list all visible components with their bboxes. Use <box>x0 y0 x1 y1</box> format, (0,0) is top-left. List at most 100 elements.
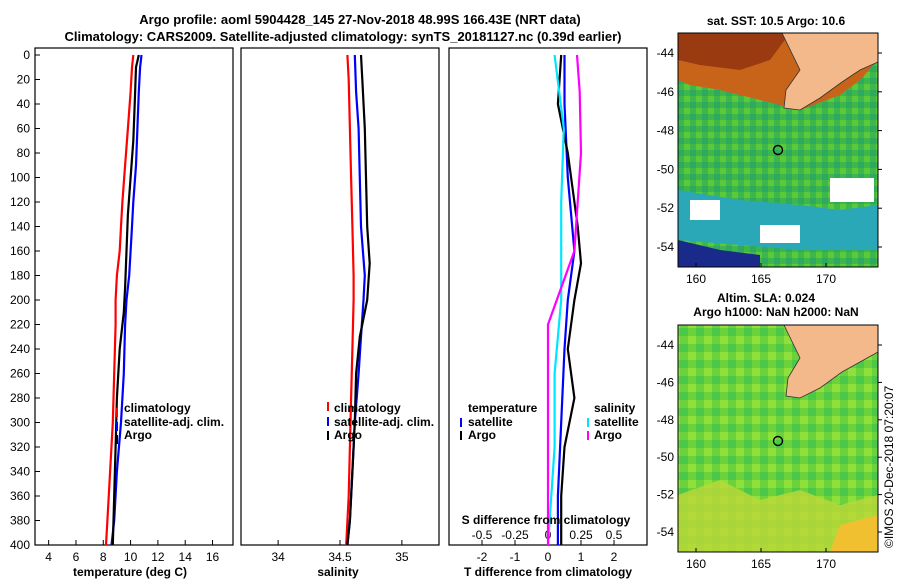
x-tick-label: 2 <box>611 550 618 564</box>
series-salinity-satellite-line <box>546 54 565 546</box>
x-tick-label: 14 <box>179 550 193 564</box>
sst-nodata-patch <box>690 200 720 220</box>
salinity-x-axis: 34 34.5 35 <box>271 540 409 564</box>
lon-tick-label: 170 <box>816 557 836 571</box>
lat-tick-label: -44 <box>657 46 675 60</box>
x-tick-label: -2 <box>477 550 488 564</box>
depth-tick-label: 280 <box>10 391 30 405</box>
depth-axis: 0 20 40 60 80 100 120 140 160 180 200 220 240 260 280 3… <box>10 48 40 552</box>
depth-tick-label: 120 <box>10 195 30 209</box>
legend-sal-satellite-label: satellite <box>594 415 639 429</box>
legend-temp-argo-label: Argo <box>468 428 496 442</box>
sst-cold-region <box>678 240 760 267</box>
x-tick-label: -1 <box>510 550 521 564</box>
depth-tick-label: 80 <box>17 146 31 160</box>
lat-tick-label: -54 <box>657 525 675 539</box>
s-diff-x-label: S difference from climatology <box>462 513 631 527</box>
salinity-legend: climatology satellite-adj. clim. Argo <box>327 401 434 442</box>
lat-tick-label: -48 <box>657 124 675 138</box>
lat-tick-label: -50 <box>657 450 675 464</box>
temperature-x-label: temperature (deg C) <box>73 565 187 579</box>
salinity-diff-legend: salinity satellite Argo <box>587 401 639 442</box>
series-satellite-adj-clim-line <box>110 54 143 546</box>
salinity-plot-frame <box>240 47 440 546</box>
depth-tick-label: 320 <box>10 440 30 454</box>
s-diff-top-axis: -0.5 -0.25 0 0.25 0.5 <box>472 528 623 542</box>
difference-series <box>546 54 583 546</box>
figure-title-line2: Climatology: CARS2009. Satellite-adjuste… <box>64 29 621 44</box>
sst-map-frame <box>677 32 879 268</box>
x-tick-label: 0 <box>545 550 552 564</box>
x-tick-label: 35 <box>395 550 409 564</box>
x-tick-label: 8 <box>100 550 107 564</box>
salinity-panel: 34 34.5 35 salinity climatology satellite-… <box>240 47 440 579</box>
lon-tick-label: 165 <box>751 557 771 571</box>
lat-tick-label: -46 <box>657 85 675 99</box>
series-climatology-line <box>104 54 135 546</box>
depth-tick-label: 380 <box>10 514 30 528</box>
depth-tick-label: 160 <box>10 244 30 258</box>
legend-temp-satellite-label: satellite <box>468 415 513 429</box>
credit-stamp: ©IMOS 20-Dec-2018 07:20:07 <box>882 385 896 548</box>
top-x-tick-label: 0.5 <box>606 528 623 542</box>
sst-map-title: sat. SST: 10.5 Argo: 10.6 <box>707 14 846 28</box>
legend-argo-label: Argo <box>124 428 152 442</box>
lon-tick-label: 165 <box>751 272 771 286</box>
legend-temperature-title: temperature <box>468 401 538 415</box>
depth-tick-label: 220 <box>10 318 30 332</box>
depth-tick-label: 180 <box>10 269 30 283</box>
sla-map: Altim. SLA: 0.024 Argo h1000: NaN h2000:… <box>657 291 882 571</box>
lat-tick-label: -52 <box>657 201 675 215</box>
x-tick-label: 34 <box>271 550 285 564</box>
sst-map-axes: -44 -46 -48 -50 -52 -54 160 165 170 <box>657 46 882 286</box>
depth-tick-label: 0 <box>23 48 30 62</box>
series-salinity-argo-line <box>546 54 583 545</box>
depth-tick-label: 60 <box>17 122 31 136</box>
x-tick-label: 34.5 <box>328 550 352 564</box>
sla-map-title-line1: Altim. SLA: 0.024 <box>717 291 815 305</box>
series-argo-line <box>111 54 140 546</box>
lat-tick-label: -48 <box>657 413 675 427</box>
depth-tick-label: 40 <box>17 97 31 111</box>
lat-tick-label: -46 <box>657 375 675 389</box>
lon-tick-label: 160 <box>686 272 706 286</box>
sla-high-region <box>678 480 878 552</box>
legend-argo-label: Argo <box>334 428 362 442</box>
legend-salinity-title: salinity <box>594 401 636 415</box>
temperature-x-axis: 4 6 8 10 12 14 16 <box>45 540 220 564</box>
sst-nodata-patch <box>830 178 874 202</box>
salinity-series <box>345 54 371 546</box>
legend-satellite-label: satellite-adj. clim. <box>334 415 434 429</box>
lon-tick-label: 170 <box>816 272 836 286</box>
depth-tick-label: 340 <box>10 465 30 479</box>
legend-climatology-label: climatology <box>124 401 191 415</box>
temperature-panel: 0 20 40 60 80 100 120 140 160 180 200 220 240 260 280 3… <box>10 47 234 579</box>
lat-tick-label: -44 <box>657 338 675 352</box>
lat-tick-label: -50 <box>657 162 675 176</box>
top-x-tick-label: 0.25 <box>569 528 593 542</box>
temperature-legend: climatology satellite-adj. clim. Argo <box>116 401 224 444</box>
lat-tick-label: -52 <box>657 488 675 502</box>
t-diff-x-label: T difference from climatology <box>464 565 632 579</box>
x-tick-label: 16 <box>206 550 220 564</box>
sst-cool-region <box>678 190 878 250</box>
temperature-diff-legend: temperature satellite Argo <box>460 401 538 442</box>
salinity-x-label: salinity <box>317 565 359 579</box>
x-tick-label: 1 <box>578 550 585 564</box>
depth-tick-label: 100 <box>10 171 30 185</box>
legend-satellite-label: satellite-adj. clim. <box>124 415 224 429</box>
depth-tick-label: 260 <box>10 367 30 381</box>
figure-title-line1: Argo profile: aoml 5904428_145 27-Nov-20… <box>139 12 581 27</box>
sst-nodata-patch <box>760 225 800 243</box>
lon-tick-label: 160 <box>686 557 706 571</box>
sla-map-frame <box>677 324 879 553</box>
sla-map-title-line2: Argo h1000: NaN h2000: NaN <box>693 305 858 319</box>
sla-map-axes: -44 -46 -48 -50 -52 -54 160 165 170 <box>657 338 882 571</box>
sla-peak-region <box>830 515 878 552</box>
lat-tick-label: -54 <box>657 240 675 254</box>
series-climatology-line <box>345 54 355 546</box>
temperature-series <box>104 54 143 546</box>
top-x-tick-label: -0.25 <box>501 528 529 542</box>
top-x-tick-label: -0.5 <box>472 528 493 542</box>
